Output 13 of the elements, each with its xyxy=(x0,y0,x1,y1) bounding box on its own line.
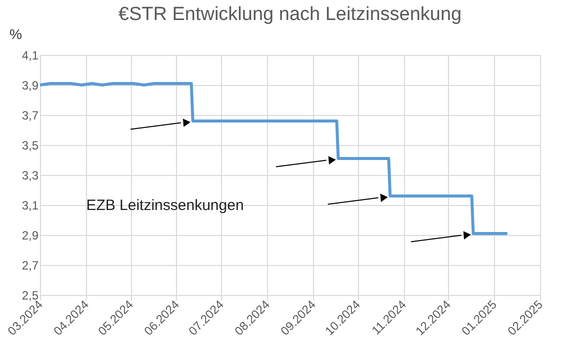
y-tick-label: 3,9 xyxy=(22,78,39,92)
y-axis-title: % xyxy=(10,26,22,42)
y-tick-label: 3,1 xyxy=(22,198,39,212)
y-tick-label: 2,7 xyxy=(22,258,39,272)
y-tick-label: 2,5 xyxy=(22,288,39,302)
chart-title: €STR Entwicklung nach Leitzinssenkung xyxy=(118,4,462,25)
line-series xyxy=(38,82,509,235)
annotation: EZB Leitzinssenkungen xyxy=(86,197,244,214)
y-tick-label: 3,5 xyxy=(22,138,39,152)
y-tick-label: 2,9 xyxy=(22,228,39,242)
y-tick-label: 3,3 xyxy=(22,168,39,182)
y-tick-label: 4,1 xyxy=(22,48,39,62)
y-tick-label: 3,7 xyxy=(22,108,39,122)
